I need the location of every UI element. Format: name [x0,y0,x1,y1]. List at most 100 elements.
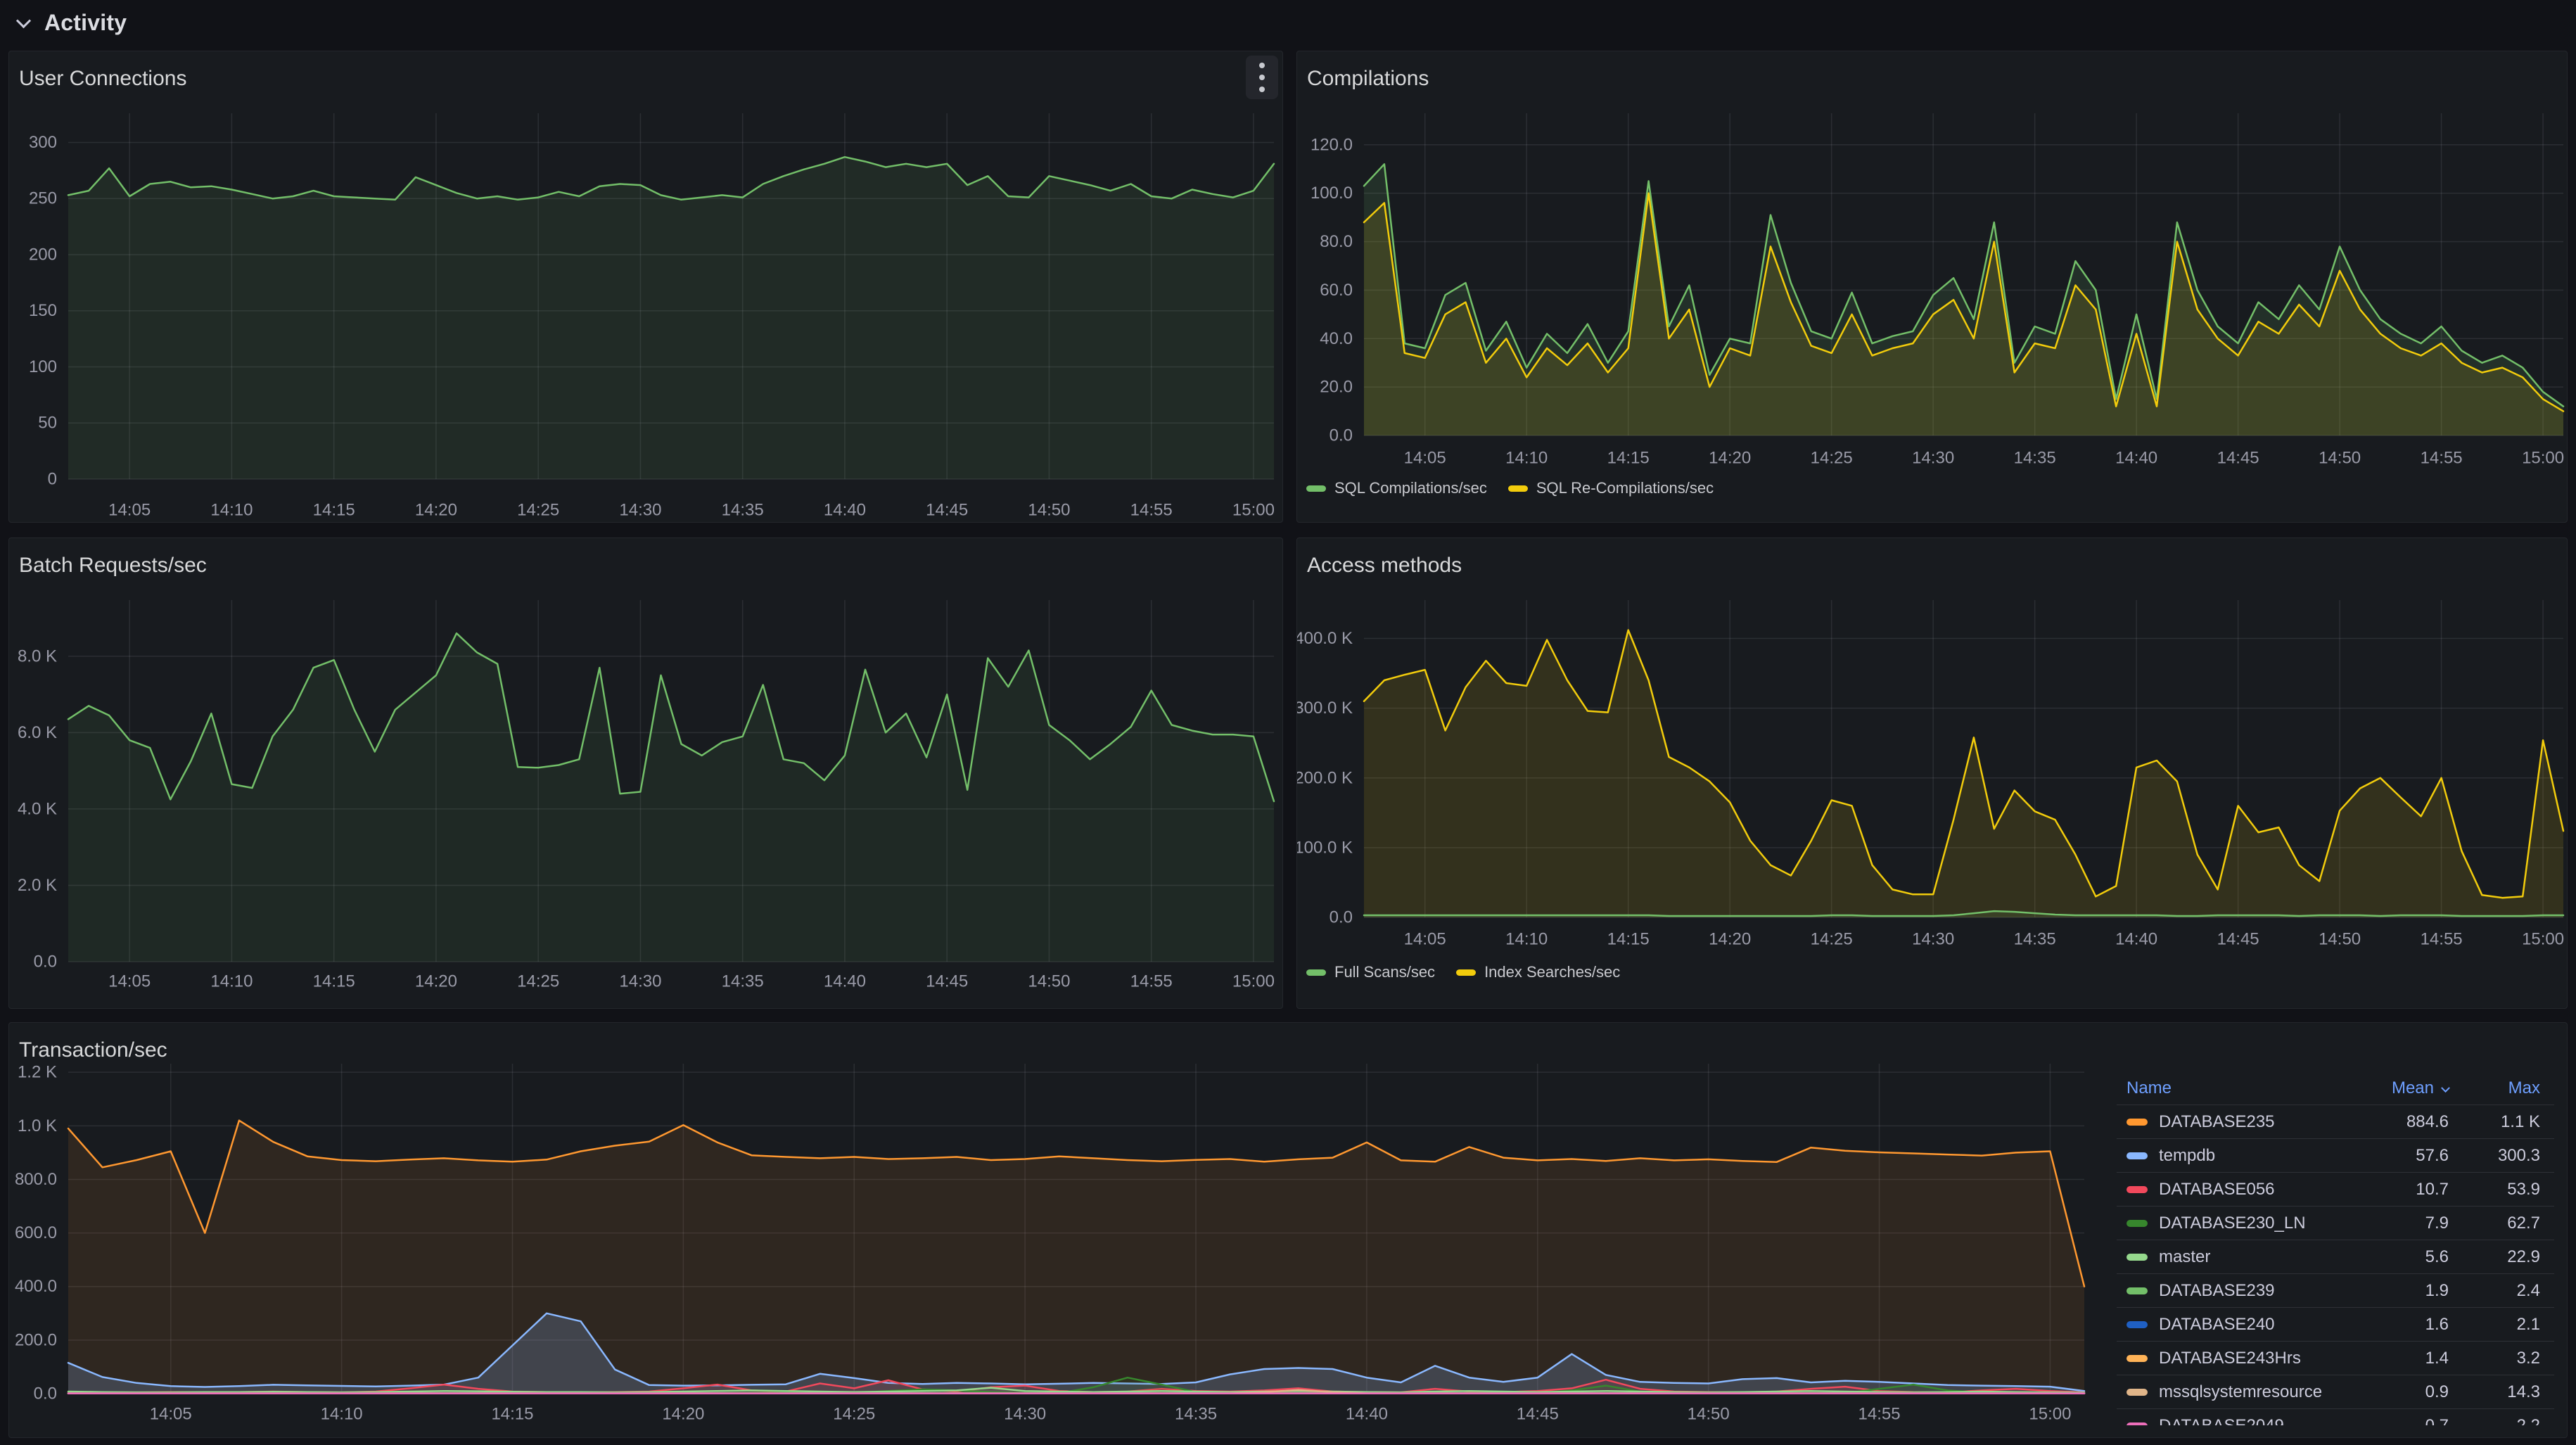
x-axis-tick-label: 14:35 [2014,449,2056,468]
x-axis-tick-label: 15:00 [2522,930,2564,949]
chart-access-methods[interactable]: 0.0100.0 K200.0 K300.0 K400.0 K14:0514:1… [1297,538,2567,1008]
y-axis-tick-label: 0.0 [34,1384,57,1403]
x-axis-tick-label: 14:45 [926,501,968,520]
chart-compilations[interactable]: 0.020.040.060.080.0100.0120.014:0514:101… [1297,51,2567,522]
panel-user-connections: User Connections 05010015020025030014:05… [8,51,1283,523]
x-axis-tick-label: 14:10 [321,1405,363,1424]
chart-user-connections[interactable]: 05010015020025030014:0514:1014:1514:2014… [9,51,1282,522]
kebab-menu-icon[interactable] [1246,56,1278,99]
table-row-master[interactable]: master5.622.9 [2117,1240,2554,1273]
table-row-DATABASE235[interactable]: DATABASE235884.61.1 K [2117,1105,2554,1138]
x-axis-tick-label: 14:30 [1004,1405,1046,1424]
x-axis-tick-label: 14:05 [1404,449,1446,468]
y-axis-tick-label: 300.0 K [1297,699,1353,718]
kebab-dot [1259,75,1265,80]
x-axis-tick-label: 15:00 [1232,972,1275,991]
series-name: DATABASE056 [2159,1180,2275,1199]
panel-batch-requests: Batch Requests/sec 0.02.0 K4.0 K6.0 K8.0… [8,537,1283,1009]
column-header-max[interactable]: Max [2449,1078,2540,1098]
table-row-DATABASE240[interactable]: DATABASE2401.62.1 [2117,1307,2554,1341]
series-name: DATABASE239 [2159,1281,2275,1301]
y-axis-tick-label: 80.0 [1320,232,1353,251]
series-color-swatch [2127,1355,2148,1362]
x-axis-tick-label: 14:25 [833,1405,875,1424]
series-name: tempdb [2159,1146,2215,1166]
x-axis-tick-label: 14:55 [1130,501,1173,520]
column-header-name[interactable]: Name [2127,1078,2329,1098]
y-axis-tick-label: 200.0 [15,1330,57,1349]
chart-canvas: 0.020.040.060.080.0100.0120.014:0514:101… [1297,51,2567,522]
y-axis-tick-label: 8.0 K [18,647,57,666]
y-axis-tick-label: 100.0 K [1297,838,1353,857]
y-axis-tick-label: 50 [38,414,57,433]
x-axis-tick-label: 15:00 [2029,1405,2071,1424]
series-color-swatch [2127,1254,2148,1261]
table-row-DATABASE056[interactable]: DATABASE05610.753.9 [2117,1172,2554,1206]
series-color-swatch [2127,1389,2148,1396]
chart-canvas: 0.02.0 K4.0 K6.0 K8.0 K14:0514:1014:1514… [9,538,1282,1008]
x-axis-tick-label: 14:25 [517,501,559,520]
max-value: 1.1 K [2449,1112,2540,1132]
y-axis-tick-label: 4.0 K [18,799,57,818]
mean-value: 0.9 [2329,1382,2449,1402]
x-axis-tick-label: 15:00 [1232,501,1275,520]
x-axis-tick-label: 14:45 [1517,1405,1559,1424]
panel-title: Batch Requests/sec [19,554,207,578]
series-name: DATABASE230_LN [2159,1214,2306,1233]
y-axis-tick-label: 600.0 [15,1223,57,1242]
legend-table: NameMeanMax DATABASE235884.61.1 Ktempdb57… [2117,1072,2554,1425]
series-name: DATABASE240 [2159,1315,2275,1335]
series-area-Batch Requests/sec [68,633,1274,962]
chart-legend: Full Scans/sec Index Searches/sec [1306,963,1620,981]
mean-value: 884.6 [2329,1112,2449,1132]
x-axis-tick-label: 14:50 [1028,972,1070,991]
mean-value: 1.6 [2329,1315,2449,1335]
mean-value: 1.4 [2329,1349,2449,1368]
panel-access-methods: Access methods 0.0100.0 K200.0 K300.0 K4… [1296,537,2568,1009]
x-axis-tick-label: 14:35 [1175,1405,1217,1424]
x-axis-tick-label: 14:50 [2319,449,2361,468]
mean-value: 0.7 [2329,1416,2449,1426]
legend-item[interactable]: Index Searches/sec [1456,963,1620,981]
series-color-swatch [2127,1321,2148,1328]
series-name: master [2159,1247,2210,1267]
x-axis-tick-label: 14:35 [2014,930,2056,949]
x-axis-tick-label: 14:40 [824,972,866,991]
table-row-tempdb[interactable]: tempdb57.6300.3 [2117,1138,2554,1172]
x-axis-tick-label: 14:20 [415,972,457,991]
y-axis-tick-label: 20.0 [1320,378,1353,397]
chart-batch-requests[interactable]: 0.02.0 K4.0 K6.0 K8.0 K14:0514:1014:1514… [9,538,1282,1008]
x-axis-tick-label: 15:00 [2522,449,2564,468]
y-axis-tick-label: 0 [48,470,57,489]
x-axis-tick-label: 14:05 [1404,930,1446,949]
max-value: 2.2 [2449,1416,2540,1426]
x-axis-tick-label: 14:15 [313,501,355,520]
y-axis-tick-label: 400.0 K [1297,629,1353,648]
x-axis-tick-label: 14:15 [1607,449,1650,468]
legend-label: SQL Re-Compilations/sec [1536,479,1714,497]
x-axis-tick-label: 14:45 [2217,449,2259,468]
series-color-swatch [2127,1287,2148,1294]
chart-canvas: 05010015020025030014:0514:1014:1514:2014… [9,51,1282,522]
legend-color-pill [1508,485,1528,492]
max-value: 53.9 [2449,1180,2540,1199]
table-row-DATABASE239[interactable]: DATABASE2391.92.4 [2117,1273,2554,1307]
legend-item[interactable]: SQL Compilations/sec [1306,479,1487,497]
y-axis-tick-label: 1.0 K [18,1116,57,1135]
table-row-DATABASE243Hrs[interactable]: DATABASE243Hrs1.43.2 [2117,1341,2554,1375]
table-row-DATABASE2049[interactable]: DATABASE20490.72.2 [2117,1408,2554,1425]
chart-canvas: 0.0100.0 K200.0 K300.0 K400.0 K14:0514:1… [1297,538,2567,1008]
x-axis-tick-label: 14:05 [150,1405,192,1424]
table-row-mssqlsystemresource[interactable]: mssqlsystemresource0.914.3 [2117,1375,2554,1408]
legend-item[interactable]: Full Scans/sec [1306,963,1435,981]
legend-color-pill [1306,969,1326,976]
series-area-Index Searches/sec [1364,630,2563,917]
dashboard-row-activity[interactable]: Activity [18,7,127,38]
x-axis-tick-label: 14:40 [1346,1405,1388,1424]
x-axis-tick-label: 14:40 [2115,930,2157,949]
x-axis-tick-label: 14:45 [926,972,968,991]
table-row-DATABASE230_LN[interactable]: DATABASE230_LN7.962.7 [2117,1206,2554,1240]
y-axis-tick-label: 1.2 K [18,1063,57,1082]
legend-item[interactable]: SQL Re-Compilations/sec [1508,479,1714,497]
column-header-mean[interactable]: Mean [2329,1078,2449,1098]
